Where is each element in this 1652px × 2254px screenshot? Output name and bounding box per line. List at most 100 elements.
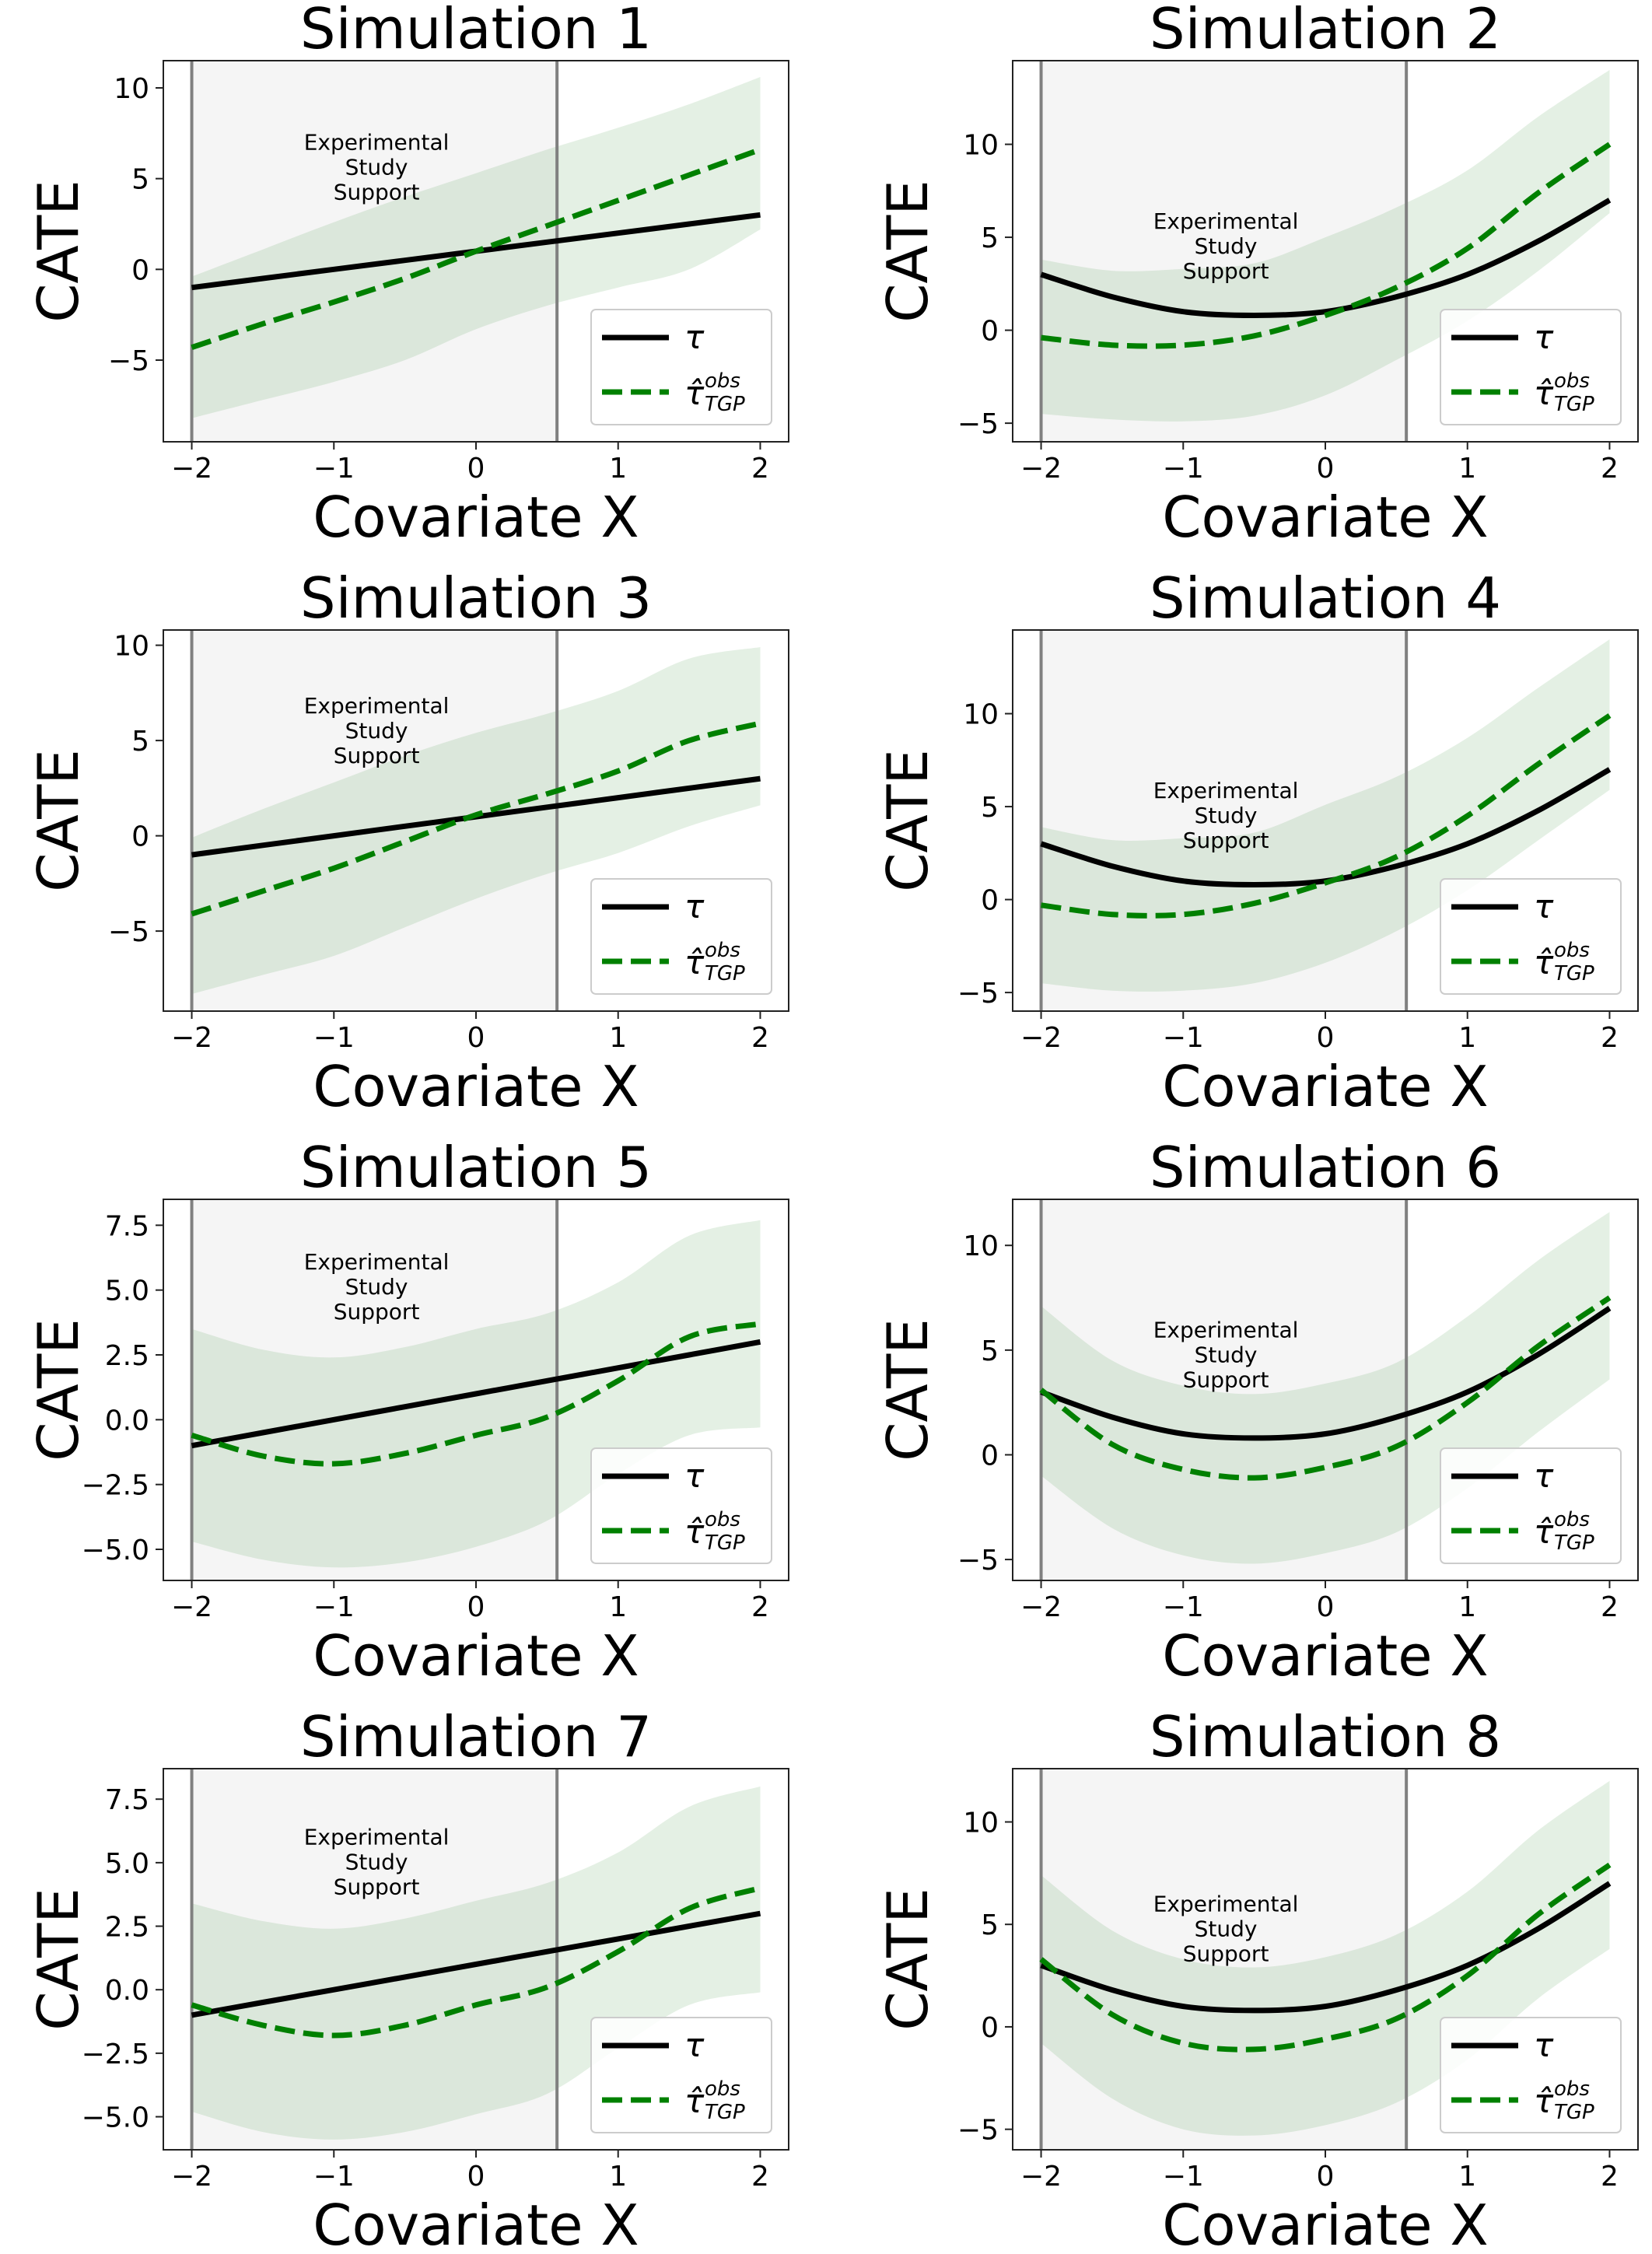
y-tick-label: 0 [131, 821, 149, 853]
y-axis-label: CATE [26, 180, 91, 322]
legend-estimate-superscript: obs [705, 939, 740, 962]
legend-estimate-symbol: τ̂ [684, 374, 705, 412]
support-annotation-line: Support [1183, 1367, 1269, 1392]
x-tick-label: 1 [609, 453, 627, 485]
x-tick-label: 1 [1458, 2161, 1476, 2193]
x-tick-label: −1 [1163, 2161, 1204, 2193]
legend-estimate-symbol: τ̂ [1534, 374, 1554, 412]
tau-estimate-line [191, 1885, 761, 2039]
y-tick-label: −5 [957, 408, 999, 440]
tau-true-line [1040, 1306, 1612, 1441]
x-tick-label: −2 [171, 453, 212, 485]
plot-data-layer [1039, 61, 1612, 442]
y-tick-label: 0.0 [105, 1975, 149, 2007]
legend-tau-label: τ [1534, 1457, 1554, 1495]
legend-estimate-symbol: τ̂ [684, 2082, 705, 2120]
support-region-shade [1041, 1769, 1407, 2150]
x-tick-label: −2 [1020, 2161, 1062, 2193]
chart-panel-8: −2 −1 0 1 2 −5 0 5 10 Simulation 8 Covariate X CATE… [875, 1704, 1639, 2254]
x-tick-label: 0 [467, 2161, 485, 2193]
y-tick-label: 10 [963, 1807, 999, 1839]
legend-estimate-superscript: obs [705, 369, 740, 393]
support-annotation-line: Support [334, 1299, 420, 1325]
x-tick-label: −2 [171, 2161, 212, 2193]
legend-estimate-symbol: τ̂ [1534, 1513, 1554, 1551]
legend-tau-label: τ [1534, 318, 1554, 356]
tau-estimate-line [191, 720, 761, 917]
plot-data-layer [190, 630, 761, 1011]
tau-estimate-line [1039, 1295, 1612, 1481]
y-axis-label: CATE [26, 1888, 91, 2030]
y-tick-label: 0 [981, 2012, 999, 2044]
chart-panel-6: −2 −1 0 1 2 −5 0 5 10 Simulation 6 Covariate X CATE… [875, 1135, 1639, 1689]
support-annotation-line: Study [1195, 1342, 1258, 1367]
x-tick-label: −1 [1163, 1022, 1204, 1054]
chart-title: Simulation 3 [300, 565, 652, 631]
x-tick-label: −1 [313, 1022, 355, 1054]
y-tick-label: −5 [957, 1545, 999, 1577]
x-tick-label: −2 [171, 1591, 212, 1623]
x-tick-label: 2 [751, 1591, 769, 1623]
x-tick-label: −1 [313, 2161, 355, 2193]
legend-estimate-subscript: TGP [705, 1531, 745, 1555]
tau-true-line [191, 1910, 761, 2018]
chart-panel-4: −2 −1 0 1 2 −5 0 5 10 Simulation 4 Covariate X CATE… [875, 565, 1639, 1119]
y-tick-label: 5.0 [105, 1848, 149, 1880]
legend-estimate-subscript: TGP [705, 2101, 745, 2124]
y-tick-label: 5 [981, 222, 999, 254]
y-tick-label: −5 [957, 2115, 999, 2147]
support-annotation-line: Study [345, 718, 408, 744]
x-tick-label: 0 [1317, 1591, 1335, 1623]
support-annotation-line: Study [1195, 233, 1258, 259]
y-tick-label: 0 [131, 254, 149, 286]
legend-estimate-symbol: τ̂ [684, 1513, 705, 1551]
y-tick-label: 7.5 [105, 1210, 149, 1242]
uncertainty-band [191, 77, 761, 418]
tau-estimate-line [191, 1321, 761, 1467]
x-tick-label: 2 [751, 2161, 769, 2193]
y-tick-label: 0 [981, 885, 999, 917]
tau-estimate-line [1041, 142, 1612, 349]
legend-tau-label: τ [1534, 887, 1554, 926]
y-tick-label: −5.0 [82, 2102, 149, 2134]
y-axis-label: CATE [875, 180, 940, 322]
support-region-shade [1041, 630, 1407, 1011]
support-annotation-line: Study [1195, 1916, 1258, 1941]
support-annotation-line: Experimental [304, 693, 450, 719]
plot-data-layer [190, 1199, 761, 1580]
support-annotation-line: Study [1195, 803, 1258, 828]
x-tick-label: 2 [1601, 2161, 1619, 2193]
support-region-shade [191, 630, 558, 1011]
y-tick-label: −5 [957, 978, 999, 1010]
x-tick-label: 0 [1317, 453, 1335, 485]
chart-title: Simulation 6 [1150, 1135, 1501, 1200]
y-axis-label: CATE [875, 749, 940, 891]
x-tick-label: 0 [1317, 1022, 1335, 1054]
x-tick-label: 2 [751, 1022, 769, 1054]
y-tick-label: −5 [108, 345, 149, 377]
support-annotation-line: Support [1183, 828, 1269, 853]
x-tick-label: −2 [1020, 1591, 1062, 1623]
x-tick-label: 0 [1317, 2161, 1335, 2193]
x-tick-label: 2 [1601, 453, 1619, 485]
legend-estimate-superscript: obs [705, 1508, 740, 1531]
support-annotation-line: Experimental [1153, 778, 1299, 803]
x-tick-label: −1 [1163, 453, 1204, 485]
y-tick-label: 5 [981, 792, 999, 824]
chart-panel-1: −2 −1 0 1 2 −5 0 5 10 Simulation 1 Covariate X CATE… [26, 0, 789, 550]
x-tick-label: −1 [1163, 1591, 1204, 1623]
y-tick-label: −5 [108, 916, 149, 948]
x-tick-label: −2 [1020, 1022, 1062, 1054]
y-tick-label: −2.5 [82, 2039, 149, 2070]
legend-estimate-superscript: obs [1554, 2077, 1590, 2101]
uncertainty-band [1041, 639, 1610, 992]
legend-estimate-subscript: TGP [1554, 2101, 1594, 2124]
support-annotation-line: Support [1183, 258, 1269, 284]
legend-estimate-symbol: τ̂ [684, 943, 705, 982]
plot-data-layer [190, 1769, 761, 2150]
plot-data-layer [1039, 630, 1612, 1011]
legend-estimate-subscript: TGP [705, 393, 745, 416]
